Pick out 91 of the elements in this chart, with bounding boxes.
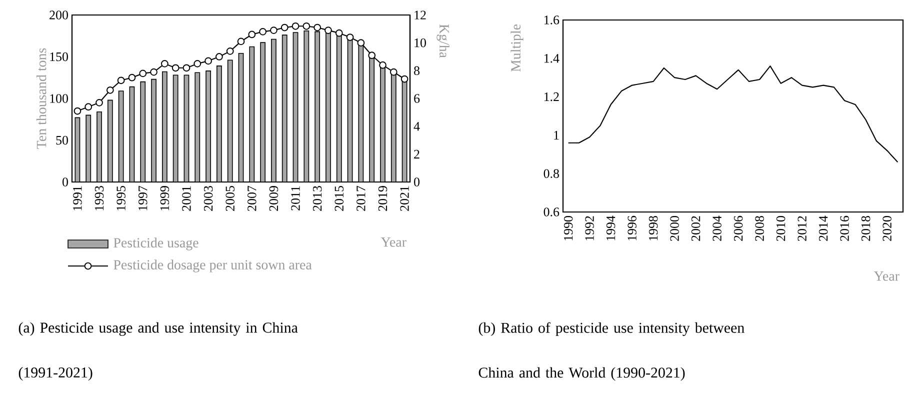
legend-label: Pesticide usage (114, 238, 198, 250)
point (379, 61, 386, 69)
x-axis-title: Year (874, 272, 900, 281)
point (194, 60, 202, 68)
y-tick-label: 200 (50, 10, 68, 20)
y-tick-label: 50 (56, 136, 68, 145)
x-tick-label: 1993 (94, 186, 104, 210)
point (128, 74, 136, 82)
x-tick-label: 2006 (734, 216, 743, 241)
y-axis-title: Multiple (510, 24, 524, 72)
x-tick-label: 1990 (564, 216, 573, 240)
x-tick-label: 2000 (670, 216, 679, 241)
x-tick-label: 2011 (291, 186, 300, 210)
point (314, 24, 322, 32)
y-tick-label: 100 (50, 94, 68, 103)
text: (b) Ratio of pesticide use intensity between China and the World (1990-2021) (478, 322, 744, 381)
y-tick-label: 1.6 (544, 16, 560, 24)
point (84, 103, 92, 111)
x-tick-label: 1997 (138, 186, 148, 210)
point (368, 52, 376, 60)
x-tick-label: 2009 (269, 186, 278, 211)
y-axis-title: Ten thousand tons (36, 48, 46, 149)
x-tick-label: 2010 (776, 216, 786, 241)
line-series (568, 66, 898, 163)
x-tick-label: 2015 (334, 186, 344, 211)
point (248, 30, 256, 38)
point (117, 76, 125, 84)
x-tick-label: 2021 (400, 186, 409, 211)
point (150, 68, 158, 76)
point (292, 22, 300, 30)
text: (a) Pesticide usage and use intensity in China (1991-2021) (18, 322, 298, 381)
y-tick-label: 0.6 (544, 208, 560, 216)
point (357, 39, 365, 47)
y-tick-label: 0 (62, 178, 68, 186)
y2-tick-label: 10 (414, 38, 426, 48)
x-tick-label: 2005 (226, 186, 234, 211)
x-tick-label: 2016 (840, 216, 849, 241)
x-tick-label: 1992 (585, 216, 594, 240)
point (346, 34, 354, 41)
y2-tick-label: 2 (414, 150, 420, 158)
point (335, 29, 343, 37)
x-tick-label: 1991 (73, 186, 82, 210)
x-tick-label: 2019 (378, 186, 388, 211)
x-tick-label: 2008 (755, 216, 764, 241)
x-tick-label: 1994 (606, 216, 616, 240)
x-tick-label: 1995 (116, 186, 126, 210)
point (96, 98, 103, 106)
x-tick-label: 1996 (628, 216, 636, 240)
point (390, 68, 398, 76)
y-tick-label: 1.4 (544, 54, 560, 63)
x-tick-label: 2013 (312, 186, 322, 211)
x-axis-title: Year (380, 238, 406, 247)
point (160, 60, 168, 68)
x-tick-label: 2002 (691, 216, 700, 241)
point (324, 26, 332, 34)
point (400, 75, 408, 83)
x-tick-label: 2018 (861, 216, 870, 241)
y-tick-label: 0.8 (544, 169, 559, 178)
point (280, 24, 288, 32)
point (204, 57, 212, 65)
point (74, 107, 82, 115)
point (182, 64, 190, 72)
x-tick-label: 1999 (160, 186, 170, 210)
legend-label: Pesticide dosage per unit sown area (114, 260, 312, 272)
x-tick-label: 2017 (356, 186, 366, 211)
y-tick-label: 1.2 (544, 92, 559, 102)
x-tick-label: 2020 (882, 216, 892, 241)
point (237, 38, 245, 46)
y-tick-label: 150 (50, 52, 68, 62)
point (106, 86, 114, 94)
y-tick-label: 1 (554, 130, 559, 140)
x-tick-label: 2004 (712, 216, 722, 241)
x-tick-label: 2014 (818, 216, 828, 241)
x-tick-label: 2003 (204, 186, 213, 211)
y2-tick-label: 6 (414, 94, 420, 103)
point (302, 22, 310, 30)
point (139, 70, 147, 78)
x-tick-label: 2012 (798, 216, 806, 241)
x-tick-label: 2007 (248, 186, 256, 211)
point (270, 26, 278, 34)
y2-tick-label: 8 (414, 66, 420, 76)
y2-tick-label: 4 (414, 122, 420, 131)
point (172, 64, 180, 72)
y2-tick-label: 12 (414, 10, 426, 20)
y2-tick-label: 0 (414, 178, 420, 186)
point (259, 28, 266, 36)
x-tick-label: 2001 (182, 186, 191, 211)
x-tick-label: 1998 (648, 216, 658, 240)
point (226, 47, 234, 55)
point (216, 53, 223, 60)
y2-axis-title: Kg/ha (436, 24, 450, 58)
